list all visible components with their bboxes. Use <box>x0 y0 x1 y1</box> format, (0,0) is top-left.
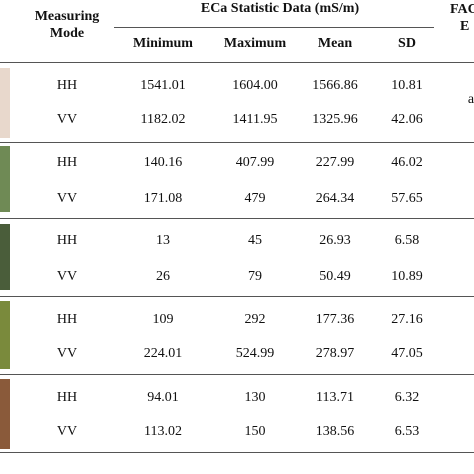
mean-cell: 278.97 <box>315 346 355 361</box>
sd-cell: 27.16 <box>391 312 423 327</box>
sd-cell: 42.06 <box>391 112 423 127</box>
mode-cell: VV <box>56 346 78 361</box>
mean-cell: 113.71 <box>316 390 354 405</box>
measuring-mode-header: Measuring Mode <box>28 8 106 42</box>
maximum-cell: 524.99 <box>235 346 275 361</box>
maximum-cell: 79 <box>248 269 262 284</box>
sd-cell: 6.32 <box>394 390 420 405</box>
minimum-cell: 224.01 <box>143 346 183 361</box>
site-photo-thumbnail <box>0 379 10 449</box>
mean-cell: 264.34 <box>315 191 355 206</box>
group-rule <box>0 374 474 375</box>
minimum-cell: 171.08 <box>143 191 183 206</box>
maximum-cell: 479 <box>244 191 266 206</box>
maximum-cell: 1604.00 <box>232 78 278 93</box>
right-cut-header: FAC E <box>450 1 474 35</box>
col-header-maximum: Maximum <box>223 36 287 51</box>
measuring-mode-header-line2: Mode <box>49 26 85 41</box>
minimum-cell: 113.02 <box>144 424 182 439</box>
mode-cell: VV <box>56 269 78 284</box>
col-header-minimum: Minimum <box>133 36 193 51</box>
minimum-cell: 1541.01 <box>140 78 186 93</box>
mean-cell: 138.56 <box>315 424 355 439</box>
header-bottom-rule <box>0 62 474 63</box>
minimum-cell: 26 <box>156 269 170 284</box>
group-underline <box>114 27 434 28</box>
mode-cell: HH <box>56 78 78 93</box>
measuring-mode-header-line1: Measuring <box>34 9 100 24</box>
mean-cell: 1566.86 <box>312 78 358 93</box>
minimum-cell: 94.01 <box>147 390 179 405</box>
mode-cell: HH <box>56 312 78 327</box>
site-photo-thumbnail <box>0 146 10 212</box>
col-header-mean: Mean <box>317 36 353 51</box>
mean-cell: 177.36 <box>315 312 355 327</box>
mode-cell: VV <box>56 191 78 206</box>
col-header-sd: SD <box>398 36 416 51</box>
maximum-cell: 130 <box>244 390 266 405</box>
mean-cell: 26.93 <box>319 233 351 248</box>
table-bottom-rule <box>0 452 474 453</box>
minimum-cell: 1182.02 <box>140 112 186 127</box>
mean-cell: 227.99 <box>315 155 355 170</box>
mode-cell: VV <box>56 424 78 439</box>
site-photo-thumbnail <box>0 224 10 290</box>
mean-cell: 1325.96 <box>312 112 358 127</box>
sd-cell: 6.53 <box>394 424 420 439</box>
sd-cell: 57.65 <box>391 191 423 206</box>
mode-cell: VV <box>56 112 78 127</box>
sd-cell: 47.05 <box>391 346 423 361</box>
mode-cell: HH <box>56 233 78 248</box>
minimum-cell: 109 <box>152 312 174 327</box>
minimum-cell: 13 <box>156 233 170 248</box>
maximum-cell: 45 <box>248 233 262 248</box>
maximum-cell: 1411.95 <box>232 112 278 127</box>
mean-cell: 50.49 <box>319 269 351 284</box>
site-photo-thumbnail <box>0 68 10 138</box>
right-cut-header-line2: E <box>460 19 470 34</box>
mode-cell: HH <box>56 390 78 405</box>
right-edge-mark: a <box>467 92 474 107</box>
sd-cell: 10.81 <box>391 78 423 93</box>
sd-cell: 46.02 <box>391 155 423 170</box>
maximum-cell: 150 <box>244 424 266 439</box>
right-cut-header-line1: FAC <box>450 2 474 17</box>
group-rule <box>0 296 474 297</box>
group-rule <box>0 218 474 219</box>
minimum-cell: 140.16 <box>143 155 183 170</box>
maximum-cell: 407.99 <box>235 155 275 170</box>
mode-cell: HH <box>56 155 78 170</box>
maximum-cell: 292 <box>244 312 266 327</box>
sd-cell: 10.89 <box>391 269 423 284</box>
site-photo-thumbnail <box>0 301 10 369</box>
sd-cell: 6.58 <box>394 233 420 248</box>
eca-group-title: ECa Statistic Data (mS/m) <box>200 1 360 16</box>
group-rule <box>0 142 474 143</box>
